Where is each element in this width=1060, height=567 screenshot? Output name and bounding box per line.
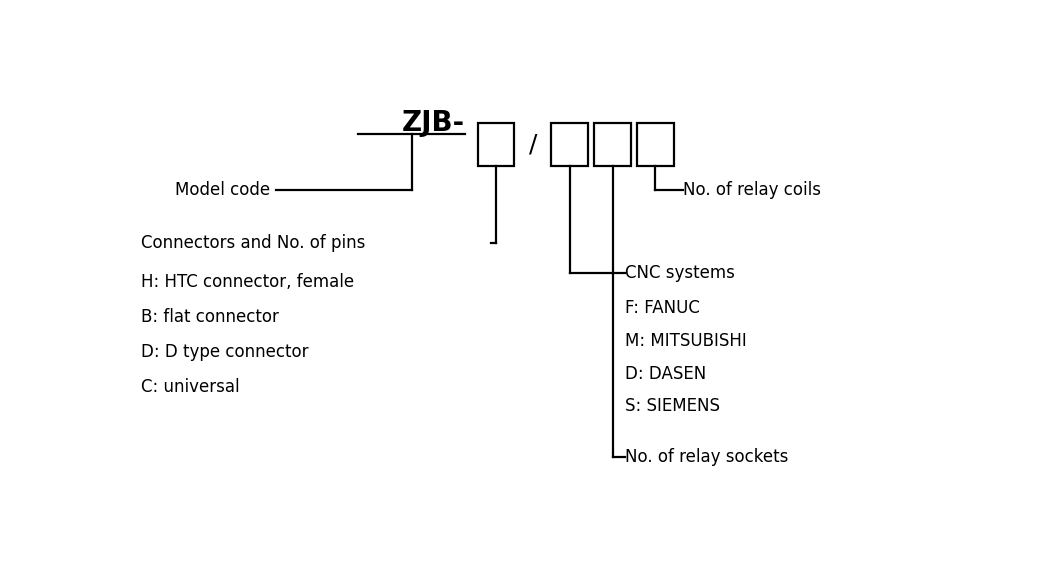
Text: M: MITSUBISHI: M: MITSUBISHI — [625, 332, 747, 350]
Bar — [551, 122, 588, 166]
Text: No. of relay coils: No. of relay coils — [683, 181, 820, 199]
Text: D: D type connector: D: D type connector — [141, 343, 308, 361]
Text: Connectors and No. of pins: Connectors and No. of pins — [141, 234, 365, 252]
Bar — [637, 122, 674, 166]
Text: H: HTC connector, female: H: HTC connector, female — [141, 273, 354, 291]
Text: S: SIEMENS: S: SIEMENS — [625, 397, 721, 416]
Text: ZJB-: ZJB- — [402, 109, 465, 137]
Bar — [595, 122, 631, 166]
Text: No. of relay sockets: No. of relay sockets — [625, 448, 789, 467]
Text: /: / — [529, 133, 537, 156]
Text: CNC systems: CNC systems — [625, 264, 736, 282]
Text: C: universal: C: universal — [141, 378, 240, 396]
Text: B: flat connector: B: flat connector — [141, 308, 279, 326]
Bar — [477, 122, 514, 166]
Text: Model code: Model code — [175, 181, 270, 199]
Text: F: FANUC: F: FANUC — [625, 299, 701, 317]
Text: D: DASEN: D: DASEN — [625, 365, 707, 383]
